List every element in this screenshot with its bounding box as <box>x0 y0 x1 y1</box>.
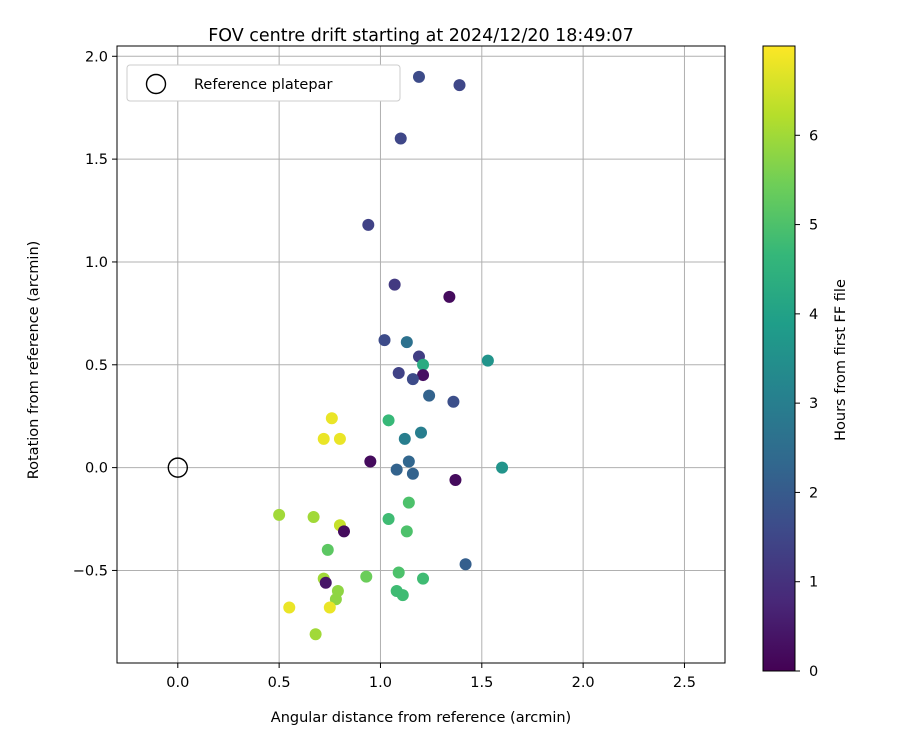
data-point <box>453 79 466 92</box>
colorbar-tick-label: 0 <box>809 664 818 680</box>
y-axis-ticks: −0.5 0.0 0.5 1.0 1.5 2.0 <box>73 49 117 579</box>
x-tick-label: 1.5 <box>470 675 493 691</box>
x-axis-label: Angular distance from reference (arcmin) <box>271 710 571 726</box>
legend-entry-reference: Reference platepar <box>194 77 332 93</box>
data-point <box>317 432 330 445</box>
data-point <box>402 455 415 468</box>
data-point <box>417 369 430 382</box>
data-point <box>329 593 342 606</box>
data-point <box>333 432 346 445</box>
legend: Reference platepar <box>126 64 401 102</box>
colorbar-tick-label: 6 <box>809 128 818 144</box>
data-point <box>321 543 334 556</box>
x-tick-label: 2.0 <box>572 675 595 691</box>
data-point <box>423 389 436 402</box>
data-point <box>360 570 373 583</box>
data-point <box>392 367 405 380</box>
plot-frame <box>116 45 726 664</box>
data-point <box>396 589 409 602</box>
reference-point-marker <box>167 457 189 478</box>
data-point <box>390 463 403 476</box>
data-point <box>406 467 419 480</box>
colorbar-label: Hours from first FF file <box>833 279 849 441</box>
colorbar-tick-label: 4 <box>809 307 818 323</box>
data-point <box>309 628 322 641</box>
y-tick-label: 0.5 <box>85 358 108 374</box>
data-point <box>283 601 296 614</box>
data-point <box>412 70 425 83</box>
colorbar <box>762 45 796 672</box>
data-point <box>307 510 320 523</box>
data-point <box>417 358 430 371</box>
data-point <box>415 426 427 439</box>
colorbar-ticks: 0 1 2 3 4 5 6 <box>795 128 818 680</box>
y-tick-label: 1.0 <box>85 255 108 271</box>
data-point <box>459 558 472 571</box>
data-point <box>337 525 350 538</box>
data-point <box>388 278 401 291</box>
y-tick-label: 2.0 <box>85 49 108 65</box>
data-point <box>417 572 430 585</box>
x-tick-label: 2.5 <box>673 675 696 691</box>
data-point <box>362 218 375 231</box>
data-point <box>449 473 462 486</box>
data-point <box>496 461 509 474</box>
y-axis-label: Rotation from reference (arcmin) <box>26 241 42 480</box>
data-point <box>481 354 494 367</box>
data-point <box>325 412 338 425</box>
colorbar-tick-label: 1 <box>809 575 818 591</box>
data-point <box>398 432 411 445</box>
colorbar-tick-label: 5 <box>809 218 818 234</box>
data-point <box>378 334 391 347</box>
y-tick-label: −0.5 <box>73 563 108 579</box>
x-tick-label: 1.0 <box>369 675 392 691</box>
data-point <box>392 566 405 579</box>
data-point <box>394 132 407 145</box>
data-point <box>447 395 460 408</box>
data-point <box>382 414 395 427</box>
data-point <box>443 290 456 303</box>
legend-box <box>126 64 401 102</box>
data-point <box>273 508 286 521</box>
data-point <box>364 455 377 468</box>
y-tick-label: 0.0 <box>85 461 108 477</box>
x-tick-label: 0.0 <box>166 675 189 691</box>
colorbar-tick-label: 2 <box>809 485 818 501</box>
y-tick-label: 1.5 <box>85 152 108 168</box>
data-point <box>382 513 395 526</box>
data-point <box>400 525 413 538</box>
data-point <box>402 496 415 509</box>
reference-marker <box>167 457 189 478</box>
x-axis-ticks: 0.0 0.5 1.0 1.5 2.0 2.5 <box>166 663 696 691</box>
data-point <box>319 576 332 589</box>
data-points <box>273 70 509 641</box>
data-point <box>406 373 419 386</box>
x-tick-label: 0.5 <box>268 675 291 691</box>
colorbar-tick-label: 3 <box>809 396 818 412</box>
legend-reference-marker <box>145 73 167 95</box>
chart-title: FOV centre drift starting at 2024/12/20 … <box>208 26 634 46</box>
data-point <box>400 336 413 349</box>
data-point <box>323 601 336 614</box>
